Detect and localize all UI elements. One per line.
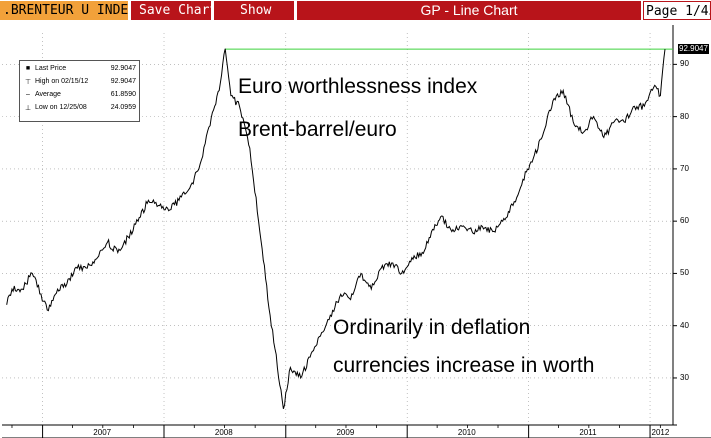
y-tick-label: 80 bbox=[680, 111, 689, 121]
legend-label: Average bbox=[35, 91, 61, 98]
chart-legend: ■ Last Price 92.9047 ⊤ High on 02/15/12 … bbox=[19, 60, 140, 122]
square-icon: ■ bbox=[25, 65, 31, 72]
y-tick-label: 90 bbox=[680, 59, 689, 69]
series-line bbox=[6, 48, 666, 409]
legend-label: Last Price bbox=[35, 65, 67, 72]
low-marker-icon: ⊥ bbox=[24, 105, 32, 112]
annotation-note-line1: Ordinarily in deflation bbox=[333, 316, 531, 339]
x-tick-label: 2008 bbox=[214, 428, 233, 437]
legend-value: 24.0959 bbox=[110, 104, 136, 111]
chart-grid bbox=[2, 33, 673, 425]
annotation-note-line2: currencies increase in worth bbox=[333, 354, 595, 377]
legend-value: 92.9047 bbox=[110, 78, 136, 85]
y-tick-label: 30 bbox=[680, 372, 689, 382]
legend-value: 61.8590 bbox=[110, 91, 136, 98]
y-tick-label: 50 bbox=[680, 268, 689, 278]
line-chart bbox=[2, 25, 711, 438]
x-tick-label: 2009 bbox=[336, 428, 355, 437]
annotation-subtitle: Brent-barrel/euro bbox=[238, 118, 397, 141]
x-tick-label: 2012 bbox=[651, 428, 670, 437]
average-marker-icon: – bbox=[26, 91, 30, 98]
y-tick-label: 60 bbox=[680, 216, 689, 226]
high-marker-icon: ⊤ bbox=[24, 79, 32, 86]
ticker-field[interactable]: .BRENTEUR U INDE bbox=[0, 1, 128, 20]
legend-label: Low on 12/25/08 bbox=[35, 104, 87, 111]
save-chart-button[interactable]: Save Chart bbox=[131, 1, 211, 20]
chart-title-bar: GP - Line Chart bbox=[297, 1, 641, 20]
legend-row-high: ⊤ High on 02/15/12 92.9047 bbox=[20, 78, 139, 88]
toolbar: .BRENTEUR U INDE Save Chart Show GP - Li… bbox=[0, 0, 711, 22]
chart-axes bbox=[2, 25, 711, 438]
last-price-tag: 92.9047 bbox=[678, 44, 709, 55]
legend-row-low: ⊥ Low on 12/25/08 24.0959 bbox=[20, 104, 139, 114]
y-tick-label: 40 bbox=[680, 320, 689, 330]
show-button[interactable]: Show bbox=[214, 1, 294, 20]
legend-value: 92.9047 bbox=[110, 65, 136, 72]
annotation-title: Euro worthlessness index bbox=[238, 75, 478, 98]
page-indicator[interactable]: Page 1/45 bbox=[643, 1, 711, 20]
legend-row-last: ■ Last Price 92.9047 bbox=[20, 65, 139, 75]
legend-row-average: – Average 61.8590 bbox=[20, 91, 139, 101]
x-tick-label: 2010 bbox=[457, 428, 476, 437]
y-tick-label: 70 bbox=[680, 163, 689, 173]
x-tick-label: 2011 bbox=[579, 428, 597, 437]
x-tick-label: 2007 bbox=[93, 428, 112, 437]
legend-label: High on 02/15/12 bbox=[35, 78, 89, 85]
